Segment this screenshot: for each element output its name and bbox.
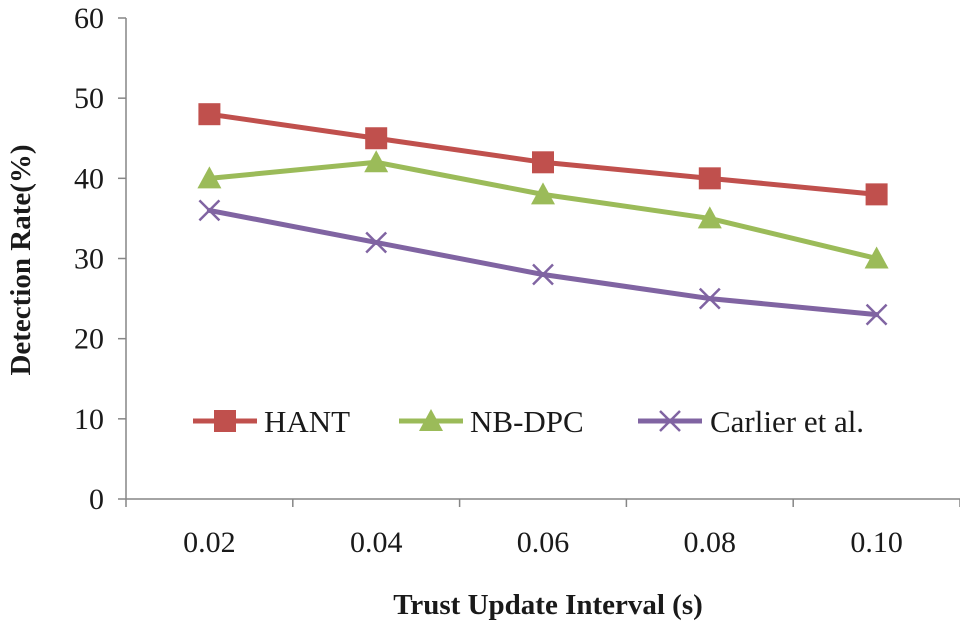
legend-item-nb-dpc: NB-DPC [399, 404, 584, 439]
data-point-nb-dpc [697, 206, 722, 229]
legend-marker [214, 410, 236, 432]
data-point-hant [865, 183, 888, 206]
data-point-nb-dpc [197, 166, 222, 189]
y-axis-title: Detection Rate(%) [5, 144, 37, 375]
data-point-hant [698, 167, 721, 190]
legend-marker [419, 409, 443, 431]
data-point-carlier-et-al-stroke [698, 287, 721, 310]
data-point-carlier-et-al-stroke [865, 303, 888, 326]
data-point-nb-dpc [364, 150, 389, 173]
y-tick-label: 30 [74, 243, 104, 276]
x-axis-ticks: 0.02 0.04 0.06 0.08 0.10 [125, 499, 960, 559]
y-tick-label: 0 [89, 483, 104, 516]
legend-label: NB-DPC [470, 404, 584, 439]
y-tick-label: 50 [74, 82, 104, 115]
legend-item-carlier-et-al: Carlier et al. [638, 404, 864, 439]
legend-marker-stroke [659, 410, 681, 432]
data-point-carlier-et-al [698, 287, 721, 310]
data-point-carlier-et-al [365, 231, 388, 254]
legend-marker [659, 410, 681, 432]
data-point-nb-dpc [864, 246, 889, 269]
data-point-carlier-et-al [198, 199, 221, 222]
data-point-hant [198, 103, 221, 126]
x-tick-label: 0.10 [850, 526, 903, 559]
legend: HANT NB-DPC Carlier et al. [193, 404, 864, 439]
y-tick-label: 10 [74, 403, 104, 436]
data-point-hant [532, 151, 554, 174]
legend-label: Carlier et al. [710, 404, 864, 439]
series-line-carlier-et-al [206, 207, 880, 318]
x-tick-label: 0.06 [517, 526, 570, 559]
series-line-nb-dpc [206, 159, 880, 261]
x-axis-title: Trust Update Interval (s) [393, 589, 703, 621]
legend-label: HANT [264, 404, 350, 439]
legend-item-hant: HANT [193, 404, 350, 439]
series-group [197, 103, 889, 326]
y-tick-label: 60 [74, 2, 104, 35]
y-axis-ticks: 0 10 20 30 40 50 60 [74, 2, 126, 516]
data-point-nb-dpc [531, 182, 555, 205]
series-nb-dpc [197, 150, 889, 269]
data-point-carlier-et-al [865, 303, 888, 326]
data-point-carlier-et-al [532, 263, 554, 286]
y-tick-label: 40 [74, 162, 104, 195]
x-tick-label: 0.08 [684, 526, 737, 559]
series-hant [198, 103, 888, 206]
data-point-hant [365, 127, 388, 150]
data-point-carlier-et-al-stroke [198, 199, 221, 222]
series-carlier-et-al [198, 199, 888, 326]
data-point-carlier-et-al-stroke [532, 263, 554, 286]
data-point-carlier-et-al-stroke [365, 231, 388, 254]
y-tick-label: 20 [74, 323, 104, 356]
x-tick-label: 0.04 [350, 526, 403, 559]
x-tick-label: 0.02 [183, 526, 236, 559]
